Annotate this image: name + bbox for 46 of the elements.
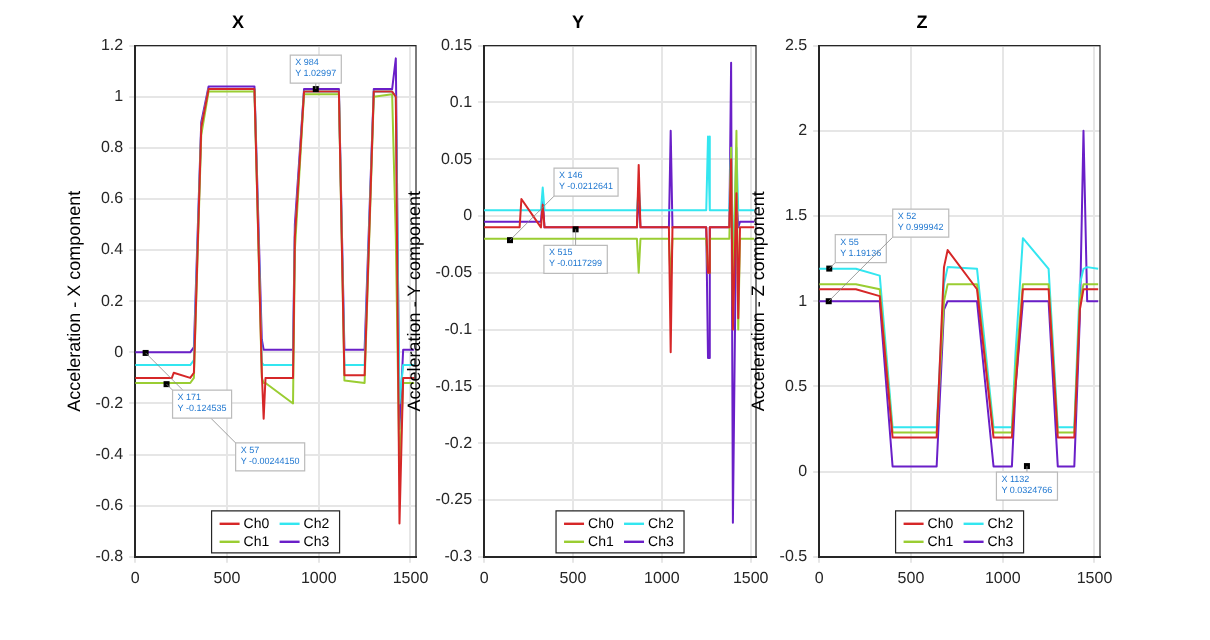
x-tick-label: 1000: [300, 568, 338, 587]
x-tick-label: 500: [559, 568, 588, 587]
y-tick-label: 0.05: [440, 149, 474, 168]
y-tick-label: -0.6: [95, 496, 125, 515]
y-tick-label: -0.05: [435, 263, 474, 282]
chart-title: X: [231, 11, 245, 32]
y-tick-label: 0: [463, 206, 474, 225]
y-tick-label: 0.6: [100, 189, 125, 208]
y-tick-label: -0.2: [95, 393, 125, 412]
y-tick-label: 0.4: [100, 240, 125, 259]
x-tick-label: 1500: [392, 568, 430, 587]
y-tick-label: 2: [798, 121, 809, 140]
x-tick-label: 1500: [1076, 568, 1114, 587]
y-tick-label: 0.1: [449, 92, 474, 111]
y-tick-label: 2.5: [784, 36, 809, 55]
y-tick-label: -0.4: [95, 444, 125, 463]
y-tick-label: -0.1: [444, 320, 474, 339]
chart-title: Z: [916, 11, 929, 32]
x-tick-label: 0: [130, 568, 141, 587]
x-tick-label: 0: [479, 568, 490, 587]
y-tick-label: -0.5: [779, 547, 809, 566]
y-tick-label: 0: [798, 462, 809, 481]
x-tick-label: 500: [213, 568, 242, 587]
y-tick-label: -0.3: [444, 547, 474, 566]
y-tick-label: -0.2: [444, 433, 474, 452]
y-tick-label: 1.2: [100, 36, 125, 55]
y-axis-title: Acceleration - Z component: [747, 190, 768, 412]
x-tick-label: 0: [814, 568, 825, 587]
x-tick-label: 1000: [644, 568, 681, 587]
y-tick-label: 0.15: [440, 36, 474, 55]
y-tick-label: 1.5: [784, 206, 809, 225]
y-tick-label: 0.5: [784, 376, 809, 395]
y-tick-label: 0.2: [100, 291, 125, 310]
x-tick-label: 1000: [984, 568, 1022, 587]
y-tick-label: -0.15: [435, 376, 474, 395]
y-tick-label: -0.25: [435, 490, 474, 509]
x-tick-label: 1500: [732, 568, 770, 587]
y-axis-title: Acceleration - Y component: [403, 189, 424, 412]
y-tick-label: -0.8: [95, 547, 125, 566]
y-tick-label: 1: [114, 87, 125, 106]
x-tick-label: 500: [897, 568, 926, 587]
y-tick-label: 0: [114, 342, 125, 361]
y-tick-label: 0.8: [100, 138, 125, 157]
chart-title: Y: [571, 11, 585, 32]
y-axis-title: Acceleration - X component: [63, 189, 84, 412]
y-tick-label: 1: [798, 291, 809, 310]
